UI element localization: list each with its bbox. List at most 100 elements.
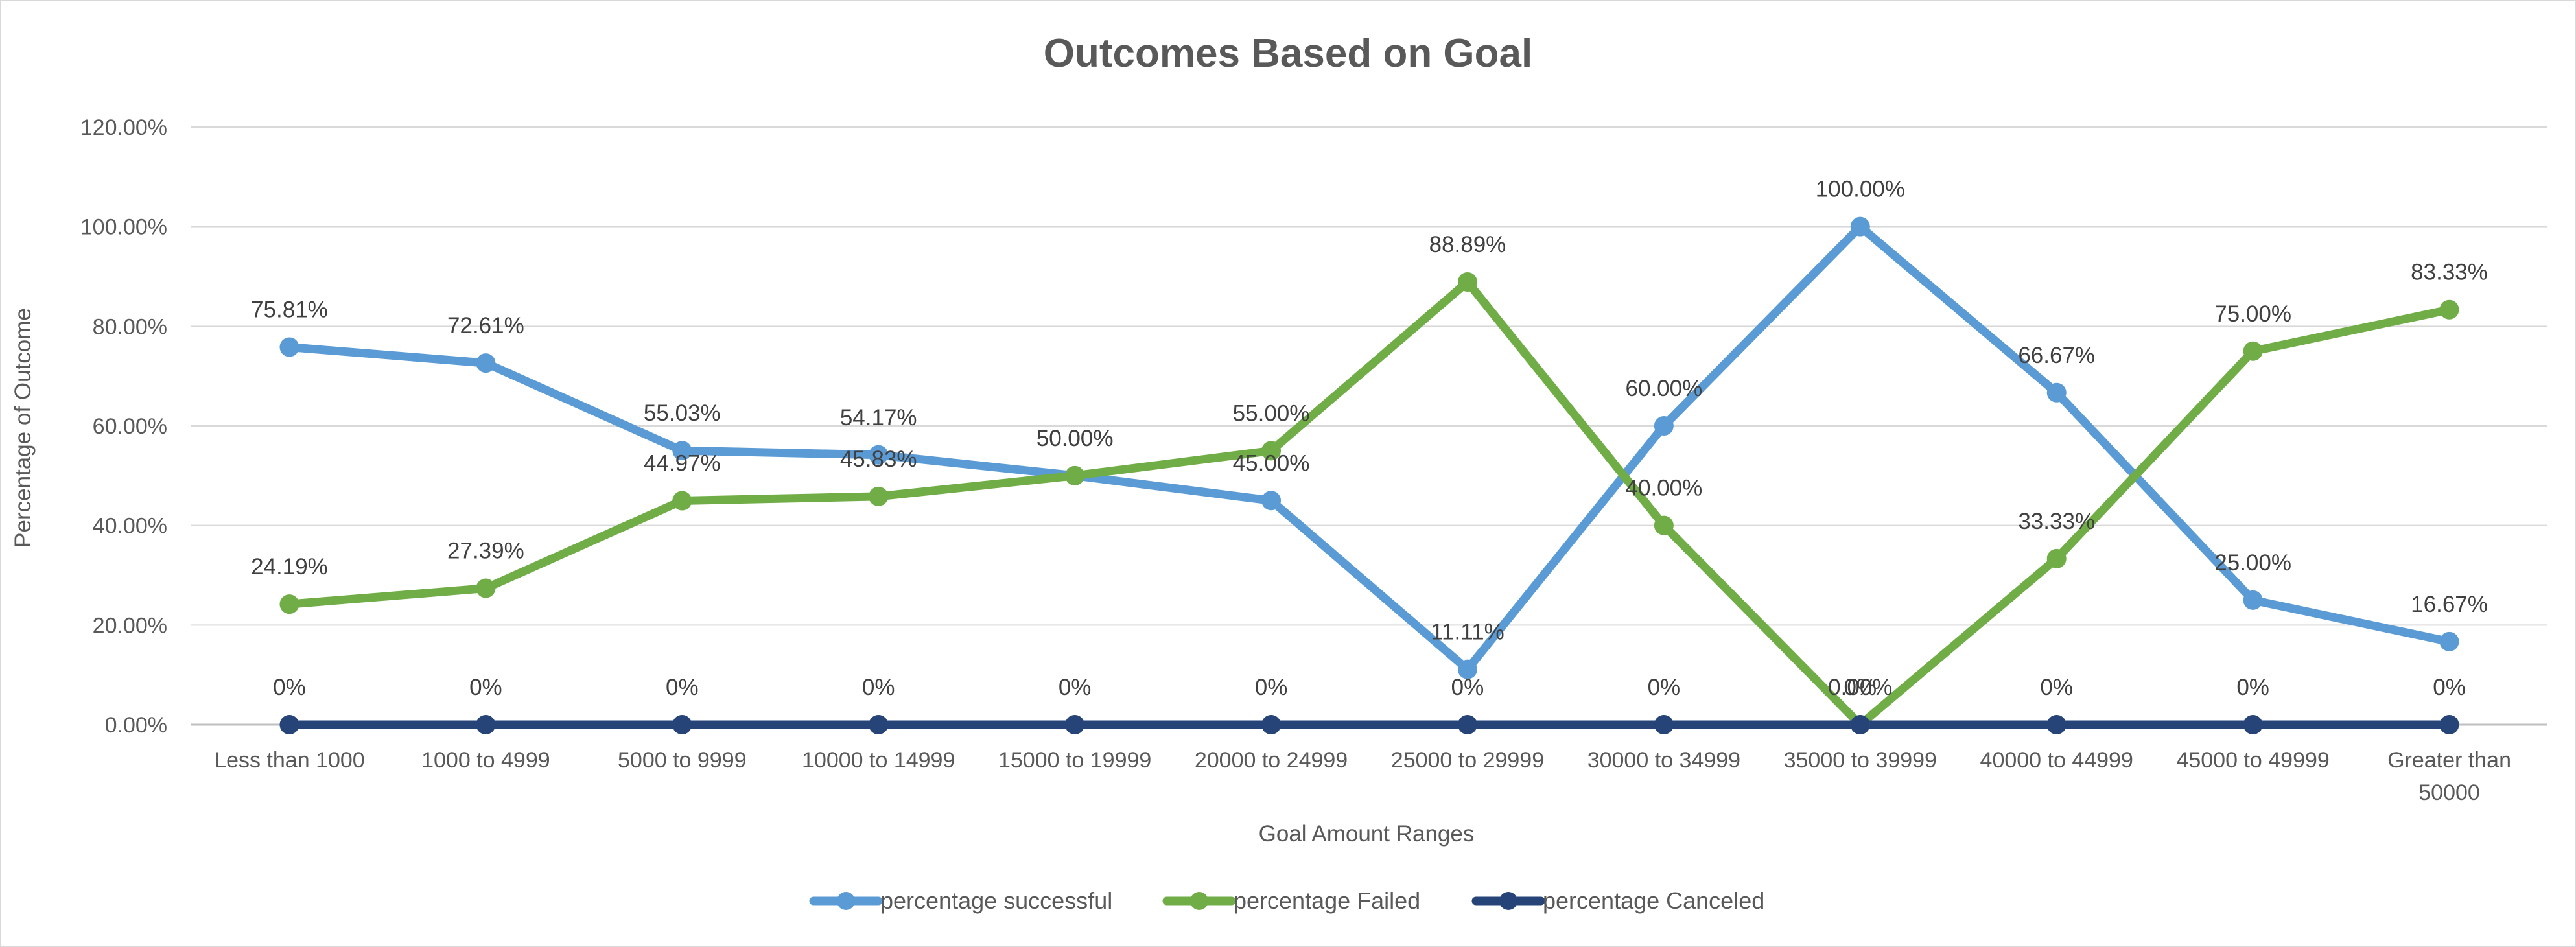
data-label: 0%	[1059, 675, 1092, 700]
data-label: 25.00%	[2214, 550, 2291, 576]
data-point	[1065, 715, 1085, 734]
x-axis-title: Goal Amount Ranges	[1259, 821, 1475, 847]
data-label: 0%	[862, 675, 895, 700]
x-axis: Less than 1000 1000 to 4999 5000 to 9999 10…	[214, 748, 2511, 805]
data-point	[2439, 715, 2459, 734]
data-label: 60.00%	[1626, 376, 1703, 401]
data-point	[869, 715, 889, 734]
data-point	[2046, 715, 2067, 734]
data-label: 24.19%	[251, 554, 328, 579]
data-point	[476, 715, 496, 734]
data-label: 0%	[273, 675, 306, 700]
legend-item-label: percentage successful	[880, 887, 1112, 914]
x-tick-label: Less than 1000	[214, 748, 365, 773]
data-label: 0%	[1648, 675, 1681, 700]
data-label: 44.97%	[644, 450, 721, 476]
data-point	[1457, 715, 1477, 734]
x-tick-label: 30000 to 34999	[1587, 748, 1740, 773]
data-label: 66.67%	[2018, 343, 2095, 368]
data-label: 88.89%	[1429, 232, 1506, 257]
data-point	[279, 337, 299, 357]
data-point	[869, 445, 889, 465]
x-tick-label: 25000 to 29999	[1391, 748, 1544, 773]
data-label: 0%	[469, 675, 502, 700]
y-tick-label: 20.00%	[93, 613, 167, 638]
data-point	[1457, 272, 1477, 292]
data-label: 0%	[666, 675, 699, 700]
data-label: 33.33%	[2018, 509, 2095, 534]
data-point	[672, 441, 692, 461]
x-tick-label: 5000 to 9999	[618, 748, 747, 773]
x-tick-label: 45000 to 49999	[2176, 748, 2329, 773]
data-label: 0%	[2040, 675, 2073, 700]
data-point	[1850, 216, 1870, 237]
x-tick-label: 10000 to 14999	[802, 748, 955, 773]
data-point	[1261, 715, 1282, 734]
data-label: 0%	[1451, 675, 1484, 700]
data-point	[476, 578, 496, 598]
legend-swatch-marker	[1499, 892, 1517, 910]
data-point	[1850, 715, 1870, 734]
data-point	[869, 486, 889, 506]
data-label: 72.61%	[447, 313, 524, 338]
data-point	[2243, 590, 2263, 610]
data-point	[2243, 715, 2263, 734]
legend-item-label: percentage Canceled	[1543, 887, 1764, 914]
data-point	[2439, 631, 2459, 651]
data-point	[672, 491, 692, 511]
data-label: 100.00%	[1816, 177, 1905, 202]
data-label: 75.00%	[2214, 301, 2291, 327]
x-tick-label: 15000 to 19999	[998, 748, 1151, 773]
data-point	[1654, 515, 1674, 535]
data-label: 0.00%	[1828, 675, 1892, 700]
series-group	[279, 216, 2459, 734]
data-point	[476, 353, 496, 373]
data-point	[2243, 341, 2263, 361]
data-label: 54.17%	[840, 405, 917, 430]
x-tick-label: 40000 to 44999	[1980, 748, 2133, 773]
y-tick-label: 40.00%	[93, 514, 167, 539]
data-labels: 75.81% 72.61% 55.03% 54.17% 50.00% 45.00% 11.1…	[251, 177, 2488, 700]
data-point	[279, 715, 299, 734]
data-label: 11.11%	[1431, 620, 1505, 645]
y-axis-title: Percentage of Outcome	[10, 308, 36, 548]
legend: percentage successful percentage Failed pe…	[809, 887, 1764, 914]
legend-swatch-marker	[837, 892, 855, 910]
x-tick-label: 20000 to 24999	[1195, 748, 1348, 773]
data-point	[672, 715, 692, 734]
y-tick-label: 80.00%	[93, 314, 167, 339]
data-point	[1261, 441, 1282, 461]
series-line	[285, 222, 2454, 674]
data-label: 40.00%	[1626, 476, 1703, 501]
x-tick-label: 35000 to 39999	[1784, 748, 1937, 773]
data-point	[2046, 548, 2067, 568]
data-label: 50.00%	[1036, 426, 1114, 451]
x-tick-label: 1000 to 4999	[421, 748, 550, 773]
data-label: 75.81%	[251, 298, 328, 323]
data-point	[1654, 715, 1674, 734]
data-point	[2046, 382, 2067, 403]
x-tick-label: Greater than	[2387, 748, 2511, 773]
data-point	[1654, 416, 1674, 436]
x-tick-label: 50000	[2418, 780, 2480, 805]
data-point	[1261, 491, 1282, 511]
y-tick-label: 120.00%	[80, 115, 167, 140]
data-label: 0%	[1255, 675, 1288, 700]
gridlines	[191, 126, 2547, 726]
y-axis: 0.00% 20.00% 40.00% 60.00% 80.00% 100.00% 120.…	[80, 115, 167, 738]
data-label: 45.00%	[1233, 450, 1310, 476]
data-label: 16.67%	[2411, 592, 2488, 617]
chart-title: Outcomes Based on Goal	[1044, 31, 1533, 76]
data-label: 27.39%	[447, 539, 524, 564]
data-label: 55.03%	[644, 401, 721, 426]
data-label: 55.00%	[1233, 401, 1310, 426]
series-line	[285, 277, 2454, 729]
data-label: 0%	[1844, 675, 1877, 700]
data-label: 45.83%	[840, 447, 917, 472]
data-point	[1457, 659, 1477, 679]
data-label: 50.00%	[1036, 426, 1114, 451]
data-point	[1065, 465, 1085, 485]
data-point	[279, 594, 299, 614]
